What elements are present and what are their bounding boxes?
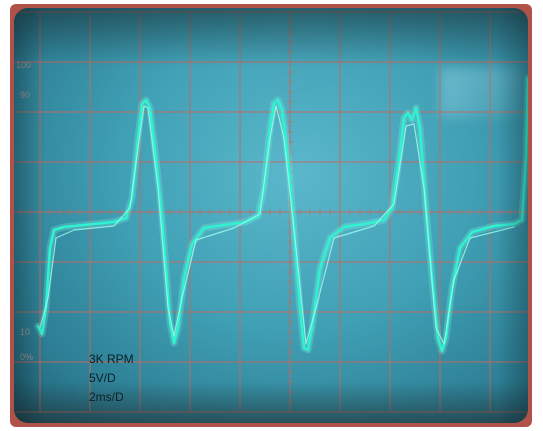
scale-label-90: 90 (20, 90, 30, 100)
oscilloscope-bezel: 100 90 10 0% 3K RPM 5V/D 2ms/D (10, 4, 532, 427)
annotation-time-scale: 2ms/D (89, 390, 124, 404)
oscilloscope-display: 100 90 10 0% (14, 11, 528, 413)
waveform-trace (34, 74, 528, 355)
oscilloscope-screen: 100 90 10 0% 3K RPM 5V/D 2ms/D (14, 8, 528, 423)
annotation-speed: 3K RPM (89, 352, 134, 366)
trace-line (36, 76, 528, 353)
graticule-scale-labels: 100 90 10 0% (16, 60, 33, 362)
scale-label-10: 10 (20, 327, 30, 337)
trace-ghost (39, 105, 515, 345)
scale-label-0: 0% (20, 352, 33, 362)
annotation-block: 3K RPM 5V/D 2ms/D (89, 350, 134, 407)
graticule-grid (14, 11, 528, 413)
annotation-vertical-scale: 5V/D (89, 371, 116, 385)
scale-label-100: 100 (16, 60, 31, 70)
screen-glare (440, 68, 520, 118)
